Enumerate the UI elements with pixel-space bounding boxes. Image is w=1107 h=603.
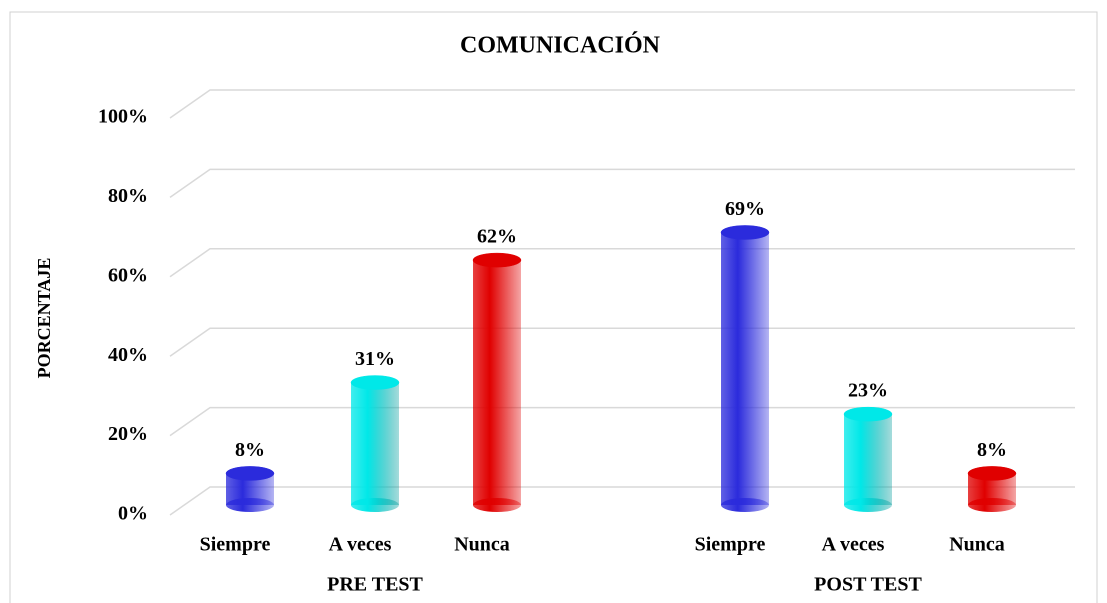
bar xyxy=(351,382,399,505)
x-tick-label: Nunca xyxy=(454,534,510,556)
grid-line xyxy=(169,406,1075,437)
y-tick-label: 80% xyxy=(108,185,148,207)
value-label: 69% xyxy=(725,198,765,220)
x-tick-label: Nunca xyxy=(949,534,1005,556)
cylinder-top xyxy=(843,406,893,422)
group-label: PRE TEST xyxy=(327,574,423,596)
group-label: POST TEST xyxy=(814,574,922,596)
value-label: 31% xyxy=(355,348,395,370)
y-axis-label: PORCENTAJE xyxy=(34,258,54,379)
value-label: 62% xyxy=(477,226,517,248)
cylinder-top xyxy=(967,466,1017,481)
y-tick-label: 60% xyxy=(108,264,148,286)
bar xyxy=(721,232,769,505)
bar xyxy=(473,260,521,505)
value-label: 8% xyxy=(977,439,1007,461)
y-tick-label: 40% xyxy=(108,344,148,366)
y-tick-label: 20% xyxy=(108,423,148,445)
grid-line xyxy=(169,168,1075,199)
cylinder-top xyxy=(720,225,770,240)
grid-line xyxy=(169,89,1075,119)
value-label: 23% xyxy=(848,380,888,402)
cylinder-top xyxy=(225,466,275,481)
value-label: 8% xyxy=(235,439,265,461)
x-tick-label: A veces xyxy=(822,534,885,556)
x-tick-label: Siempre xyxy=(200,534,271,556)
grid-line xyxy=(169,248,1075,278)
bar xyxy=(844,414,892,505)
cylinder-top xyxy=(350,375,400,390)
chart-title: COMUNICACIÓN xyxy=(460,32,661,59)
y-tick-label: 0% xyxy=(118,503,148,525)
x-tick-label: A veces xyxy=(329,534,392,556)
grid-line xyxy=(169,486,1075,516)
y-tick-label: 100% xyxy=(98,106,148,128)
x-tick-label: Siempre xyxy=(695,534,766,556)
grid-line xyxy=(169,327,1075,357)
chart-frame xyxy=(9,11,1098,603)
cylinder-top xyxy=(472,252,522,268)
